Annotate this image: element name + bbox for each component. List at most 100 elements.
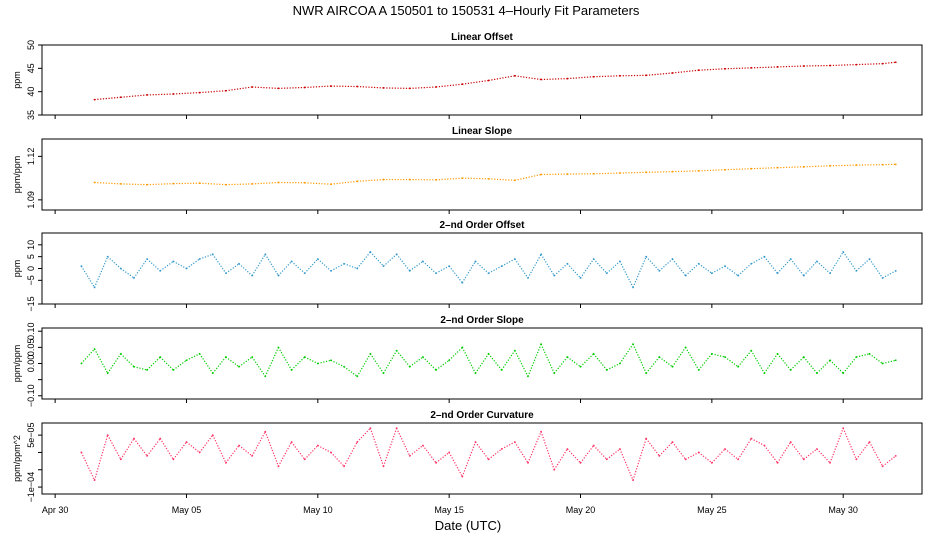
data-point: [592, 75, 595, 78]
data-point: [330, 85, 332, 87]
series-segment: [251, 356, 266, 377]
series-segment: [671, 258, 687, 276]
data-point: [356, 267, 359, 270]
series-segment: [396, 253, 411, 272]
data-point: [881, 362, 884, 365]
data-point: [553, 372, 556, 375]
data-point: [710, 272, 713, 275]
series-segment: [330, 180, 358, 185]
panel-title: Linear Offset: [451, 32, 513, 43]
data-point: [303, 458, 306, 461]
data-point: [776, 272, 779, 275]
series-segment: [147, 93, 174, 96]
data-point: [487, 177, 490, 180]
series-segment: [343, 366, 358, 377]
x-tick-label: May 30: [828, 505, 858, 515]
series-segment: [409, 356, 424, 368]
data-point: [133, 365, 135, 368]
series-segment: [619, 343, 634, 364]
series-segment: [343, 441, 358, 467]
series-segment: [80, 265, 96, 288]
data-point: [172, 260, 175, 263]
data-point: [198, 91, 201, 94]
data-point: [277, 87, 280, 90]
data-point: [802, 356, 805, 358]
data-point: [211, 253, 214, 256]
data-point: [645, 171, 648, 174]
data-point: [264, 430, 267, 433]
data-point: [802, 65, 805, 67]
series-segment: [777, 65, 804, 68]
series-segment: [225, 356, 240, 368]
series-segment: [277, 260, 292, 277]
data-point: [566, 173, 569, 175]
series-segment: [540, 343, 555, 374]
data-point: [435, 461, 437, 464]
series-segment: [593, 353, 608, 371]
series-segment: [461, 347, 476, 374]
series-segment: [94, 348, 109, 374]
series-segment: [777, 166, 804, 169]
data-point: [579, 277, 582, 279]
series-segment: [409, 86, 437, 89]
data-point: [277, 465, 280, 468]
data-point: [146, 455, 148, 457]
data-point: [829, 359, 831, 362]
data-point: [645, 74, 648, 77]
y-tick-label: 0.00: [26, 355, 36, 373]
series-segment: [435, 83, 463, 88]
series-segment: [278, 86, 305, 89]
data-point: [93, 98, 96, 101]
data-point: [356, 441, 359, 443]
series-segment: [751, 66, 778, 69]
series-segment: [291, 260, 306, 274]
series-segment: [225, 445, 240, 464]
series-segment: [645, 256, 660, 272]
data-point: [185, 267, 188, 270]
series-segment: [474, 441, 490, 460]
data-point: [448, 451, 451, 454]
series-segment: [646, 72, 673, 76]
data-point: [356, 180, 359, 183]
data-point: [303, 356, 306, 358]
data-point: [277, 274, 280, 277]
data-point: [146, 258, 148, 260]
data-point: [159, 269, 162, 272]
data-point: [395, 349, 398, 352]
series-segment: [553, 356, 568, 374]
series-segment: [856, 353, 870, 358]
data-point: [658, 356, 661, 358]
panel-title: 2–nd Order Offset: [439, 220, 525, 231]
data-point: [408, 455, 411, 457]
data-point: [500, 369, 503, 371]
series-segment: [685, 263, 700, 277]
series-segment: [409, 260, 424, 272]
series-segment: [685, 347, 700, 371]
y-tick-label: 0.05: [26, 339, 36, 357]
series-segment: [356, 251, 371, 269]
series-segment: [199, 253, 213, 260]
series-segment: [737, 350, 752, 368]
data-point: [566, 262, 569, 265]
series-segment: [541, 78, 568, 81]
data-point: [619, 362, 621, 365]
series-segment: [435, 177, 463, 181]
series-segment: [671, 347, 687, 368]
series-segment: [396, 350, 411, 368]
series-segment: [383, 253, 398, 267]
data-point: [80, 362, 83, 365]
data-point: [658, 269, 661, 272]
data-point: [881, 163, 884, 166]
data-point: [724, 448, 726, 450]
data-point: [277, 346, 280, 349]
series-segment: [737, 263, 752, 277]
data-point: [198, 451, 201, 454]
data-point: [553, 274, 556, 277]
series-segment: [264, 253, 279, 276]
data-point: [855, 269, 858, 272]
series-segment: [199, 434, 214, 453]
data-point: [474, 372, 477, 375]
data-point: [513, 179, 516, 182]
series-segment: [396, 427, 411, 457]
data-point: [421, 356, 424, 358]
